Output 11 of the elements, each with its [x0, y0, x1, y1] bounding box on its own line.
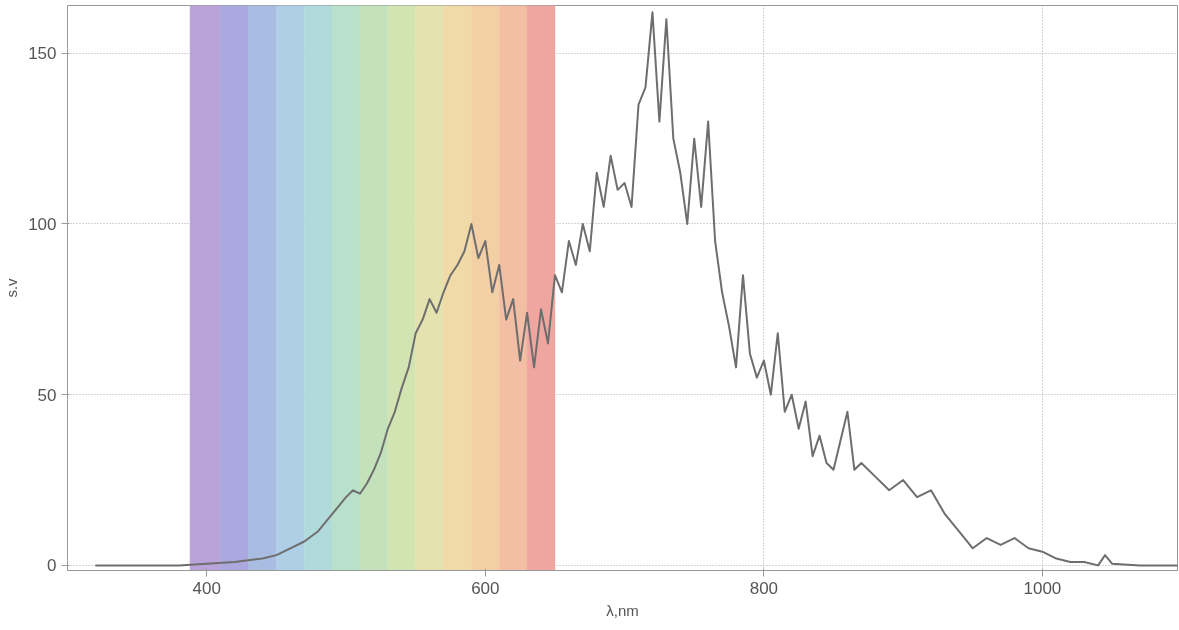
x-tick-label: 600: [471, 578, 500, 598]
y-tick-label: 0: [47, 556, 57, 576]
x-tick-label: 400: [192, 578, 221, 598]
y-tick-label: 50: [37, 385, 57, 405]
y-axis-title: s.v: [3, 277, 21, 298]
y-tick-label: 100: [28, 214, 57, 234]
y-tick-label: 150: [28, 44, 57, 64]
x-tick-label: 800: [749, 578, 779, 598]
x-axis-title: λ,nm: [606, 601, 639, 619]
line-series: [94, 11, 1178, 567]
x-tick-label: 1000: [1023, 578, 1062, 598]
